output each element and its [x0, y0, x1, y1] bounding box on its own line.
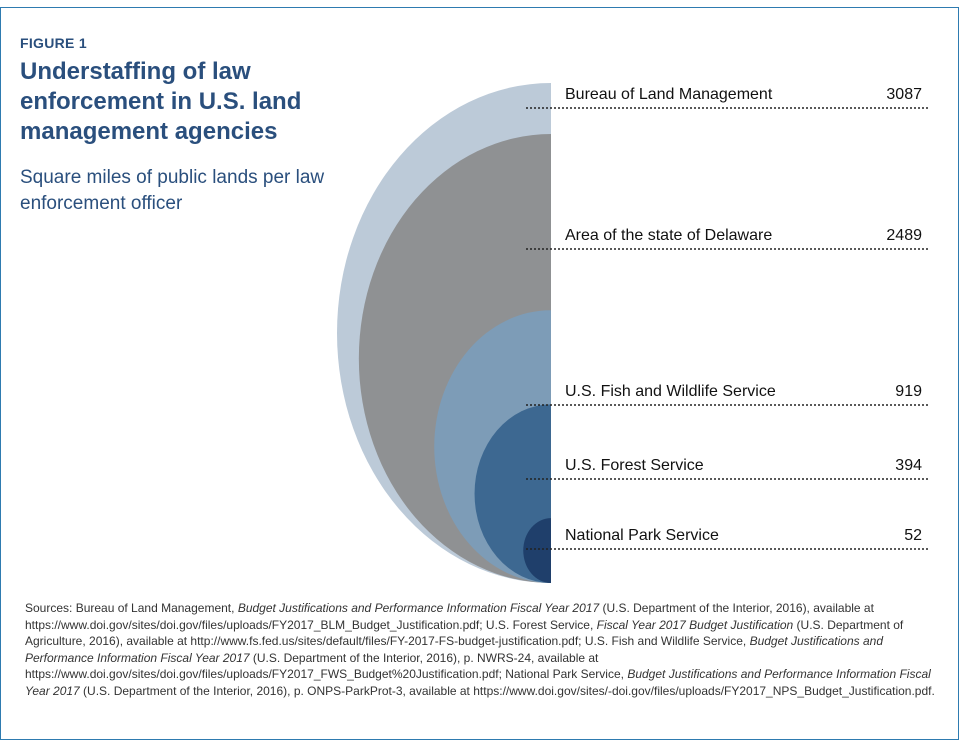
source-text: (U.S. Department of the Interior, 2016),… [25, 650, 628, 682]
figure-label: FIGURE 1 [20, 35, 87, 51]
category-label: National Park Service [565, 527, 719, 544]
area-mark-5 [523, 518, 551, 583]
figure-frame [0, 7, 959, 740]
source-title: Budget Justifications and Performance In… [237, 601, 600, 615]
source-title: Budget Justifications and Performance In… [25, 667, 931, 698]
chart-subtitle: Square miles of public lands per law enf… [20, 167, 325, 214]
half-circle-chart: Bureau of Land Management 3087 Area of the… [337, 83, 929, 583]
value-label: 394 [895, 457, 922, 474]
source-title: Fiscal Year 2017 Budget Justification [596, 617, 794, 632]
category-label: Bureau of Land Management [565, 86, 773, 103]
value-label: 2489 [886, 227, 922, 244]
value-label: 919 [895, 383, 922, 400]
value-label: 52 [904, 527, 922, 544]
source-title: Budget Justifications and Performance In… [25, 634, 883, 665]
category-label: U.S. Fish and Wildlife Service [565, 383, 776, 400]
category-label: Area of the state of Delaware [565, 227, 772, 244]
source-text: (U.S. Department of the Interior, 2016),… [79, 683, 935, 698]
source-text: (U.S. Department of the Interior, 2016),… [25, 601, 874, 632]
sources-note: Sources: Bureau of Land Management, Budg… [25, 600, 955, 700]
chart-title: Understaffing of law enforcement in U.S.… [20, 58, 302, 145]
category-label: U.S. Forest Service [565, 457, 704, 474]
source-text: (U.S. Department of Agriculture, 2016), … [25, 617, 904, 649]
value-label: 3087 [886, 86, 922, 103]
source-text: Sources: Bureau of Land Management, [25, 601, 238, 615]
